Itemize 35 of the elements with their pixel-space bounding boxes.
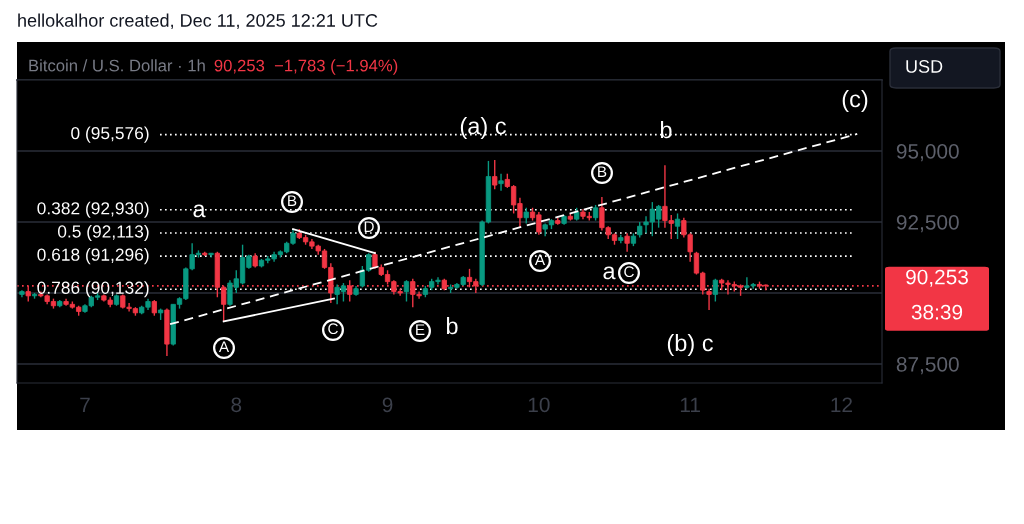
ref-line-label: 0.618 (91,296) bbox=[37, 248, 149, 265]
annotation: a bbox=[603, 266, 616, 280]
y-tick-label: 92,500 bbox=[896, 214, 959, 233]
ref-line-label: 0.786 (90,132) bbox=[37, 281, 149, 298]
annotation: D bbox=[364, 221, 374, 232]
x-tick-label: 11 bbox=[680, 397, 700, 412]
chart-title: hellokalhor created, Dec 11, 2025 12:21 UTC bbox=[18, 13, 378, 29]
annotation: a bbox=[193, 204, 206, 218]
annotation: C bbox=[328, 323, 338, 335]
text: USD bbox=[906, 60, 943, 73]
ref-line-label: 90,253 bbox=[906, 269, 968, 287]
y-tick-label: 87,500 bbox=[896, 356, 959, 375]
x-tick-label: 10 bbox=[528, 397, 550, 413]
ref-line-label: 0.5 (92,113) bbox=[57, 224, 149, 242]
annotation: (a) c bbox=[460, 117, 506, 139]
annotation: A bbox=[534, 254, 546, 265]
annotation: b bbox=[446, 316, 458, 335]
annotation: A bbox=[218, 341, 230, 352]
annotation: (c) bbox=[842, 90, 868, 112]
x-tick-label: 8 bbox=[231, 397, 242, 413]
ref-line-label: 0 (95,576) bbox=[71, 126, 149, 143]
annotation: b bbox=[660, 121, 672, 139]
annotation: C bbox=[624, 266, 634, 278]
text: 90,253 −1,783 (−1.94%) bbox=[214, 59, 398, 75]
x-tick-label: 12 bbox=[831, 397, 852, 412]
y-tick-label: 95,000 bbox=[896, 143, 959, 162]
ref-line-label: 0.382 (92,930) bbox=[37, 201, 149, 218]
x-tick-label: 7 bbox=[80, 397, 90, 412]
annotation: B bbox=[288, 195, 297, 206]
x-tick-label: 9 bbox=[382, 397, 393, 413]
annotation: B bbox=[598, 166, 607, 177]
chart-subtitle: Bitcoin / U.S. Dollar · 1h bbox=[29, 59, 205, 72]
annotation: E bbox=[416, 324, 425, 335]
annotation: (b) c bbox=[667, 334, 713, 356]
text: 38:39 bbox=[911, 304, 963, 320]
